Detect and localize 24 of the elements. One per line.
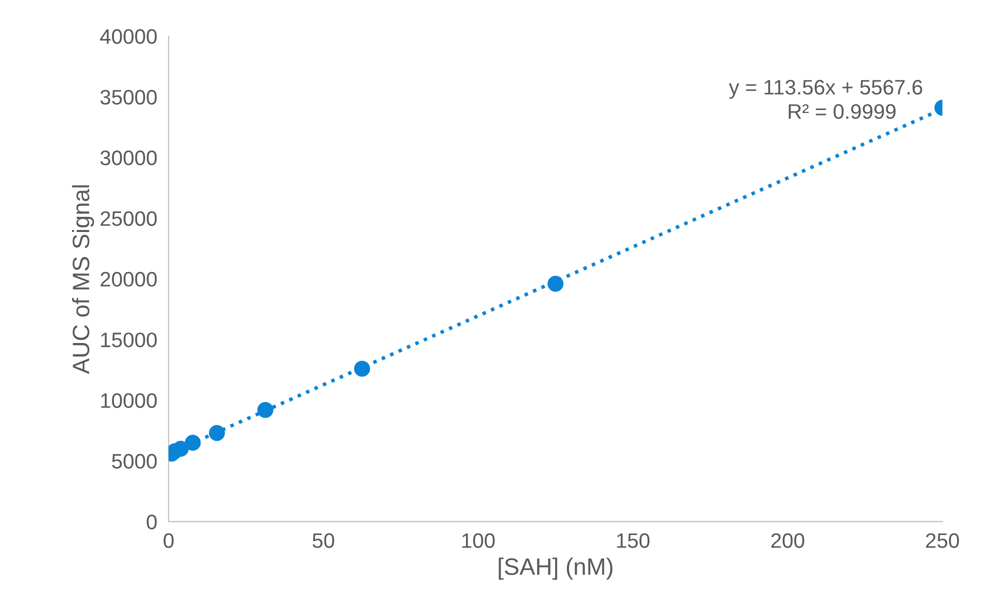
x-tick-label: 50	[312, 533, 334, 548]
x-tick-label: 0	[164, 533, 174, 548]
point	[208, 425, 225, 441]
x-axis-title: [SAH] (nM)	[498, 558, 612, 580]
y-tick-label: 10000	[101, 393, 157, 408]
y-tick-label: 40000	[100, 29, 157, 44]
y-tick-label: 30000	[100, 150, 157, 166]
y-tick-label: 15000	[101, 332, 157, 348]
y-tick-label: 0	[146, 514, 157, 530]
y-tick-label: 5000	[112, 454, 157, 469]
point	[354, 360, 370, 377]
y-tick-label: 25000	[100, 211, 157, 226]
y-axis-title: AUC of MS Signal	[72, 185, 94, 374]
y-tick-label: 35000	[100, 90, 157, 105]
x-tick-label: 150	[617, 533, 650, 548]
point	[257, 402, 274, 418]
x-tick-label: 250	[926, 533, 959, 548]
point	[172, 440, 189, 457]
y-tick-label: 20000	[100, 272, 157, 287]
annotation: R² = 0.9999	[788, 104, 896, 119]
x-tick-label: 100	[462, 533, 495, 548]
point	[184, 434, 201, 451]
annotation: y = 113.56x + 5567.6	[728, 80, 922, 99]
x-tick-label: 200	[771, 533, 804, 548]
